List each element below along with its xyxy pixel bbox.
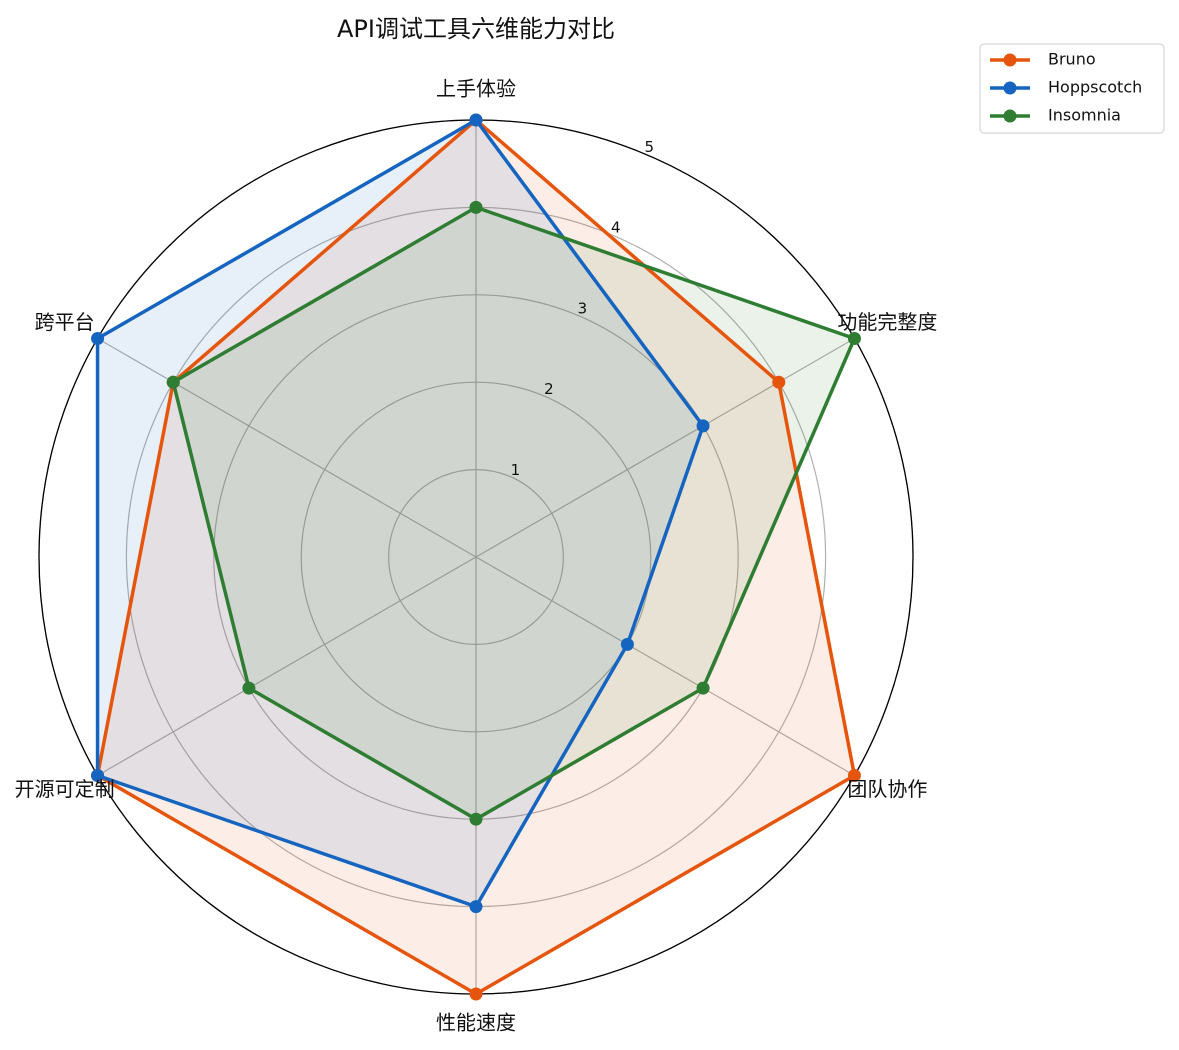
- category-label: 跨平台: [35, 310, 95, 334]
- category-label: 上手体验: [436, 77, 516, 101]
- spoke: [97, 556, 477, 777]
- r-tick-label: 4: [611, 219, 621, 237]
- data-point: [242, 681, 256, 695]
- r-tick-label: 5: [644, 138, 654, 156]
- category-label: 功能完整度: [837, 310, 937, 334]
- r-tick-label: 3: [578, 299, 588, 317]
- data-point: [847, 332, 861, 345]
- legend-label: Hoppscotch: [1048, 78, 1142, 97]
- legend-marker: [1003, 81, 1017, 95]
- data-point: [469, 900, 483, 914]
- spoke: [475, 556, 855, 777]
- data-point: [469, 113, 483, 127]
- legend-box: [979, 43, 1165, 134]
- series-area: [173, 207, 855, 820]
- data-point: [469, 812, 483, 826]
- legend-label: Insomnia: [1048, 106, 1121, 125]
- data-point: [91, 769, 105, 782]
- r-tick-label: 2: [544, 380, 554, 398]
- legend-marker: [1003, 109, 1017, 123]
- data-point: [696, 419, 710, 433]
- data-point: [772, 375, 786, 389]
- legend: Bruno Hoppscotch Insomnia: [979, 43, 1165, 134]
- data-point: [91, 332, 105, 345]
- data-point: [469, 987, 483, 1001]
- category-label: 团队协作: [847, 777, 927, 801]
- chart-title: API调试工具六维能力对比: [337, 15, 615, 43]
- spoke: [97, 337, 477, 558]
- series-area: [97, 120, 855, 994]
- legend-label: Bruno: [1048, 50, 1096, 69]
- data-point: [847, 769, 861, 782]
- data-point: [696, 681, 710, 695]
- data-point: [620, 637, 634, 651]
- data-point: [166, 375, 180, 389]
- category-label: 性能速度: [436, 1011, 516, 1035]
- category-label: 开源可定制: [15, 777, 115, 801]
- r-tick-label: 1: [511, 461, 521, 479]
- spoke: [475, 337, 855, 558]
- legend-marker: [1003, 53, 1017, 67]
- data-point: [469, 200, 483, 214]
